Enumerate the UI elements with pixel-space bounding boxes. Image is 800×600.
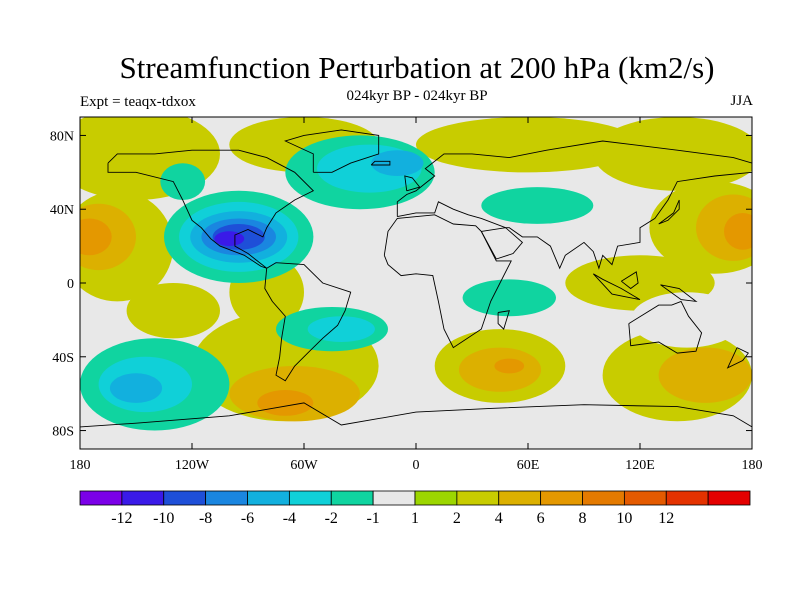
colorbar-swatch	[247, 490, 290, 506]
season-label: JJA	[730, 93, 753, 109]
coastline	[383, 214, 512, 349]
coastline	[404, 175, 421, 192]
colorbar: -12 -10 -8 -6 -4 -2 -1 1 2 4 6 8 10 12	[79, 490, 751, 527]
subtitle: 024kyr BP - 024kyr BP	[346, 88, 488, 104]
colorbar-swatch	[540, 490, 583, 506]
lon-tick-label: 180	[742, 458, 763, 473]
contour-region	[307, 316, 375, 342]
lon-tick-label: 0	[413, 458, 420, 473]
colorbar-swatch	[79, 490, 123, 506]
colorbar-swatch	[414, 490, 458, 506]
lat-tick-label: 40N	[50, 203, 74, 218]
coastline	[592, 273, 641, 301]
colorbar-swatch	[498, 490, 542, 506]
coastline	[107, 149, 315, 269]
colorbar-label: 6	[537, 510, 545, 527]
colorbar-swatch	[288, 490, 332, 506]
contour-region	[593, 117, 752, 191]
coastline	[660, 284, 698, 303]
colorbar-swatch	[372, 490, 416, 506]
experiment-label: Expt = teaqx-tdxox	[80, 94, 196, 110]
contour-region	[494, 358, 525, 374]
page-title: Streamfunction Perturbation at 200 hPa (…	[119, 50, 715, 85]
contour-region	[126, 283, 220, 339]
colorbar-label: -4	[283, 510, 296, 527]
coastline	[621, 271, 639, 290]
lon-tick-label: 120W	[175, 458, 210, 473]
colorbar-label: 8	[579, 510, 587, 527]
colorbar-label: -6	[241, 510, 254, 527]
coastline	[480, 227, 524, 260]
coastline	[658, 199, 680, 225]
colorbar-swatch	[163, 490, 207, 506]
colorbar-label: -1	[366, 510, 379, 527]
lat-tick-label: 80S	[52, 425, 74, 440]
colorbar-label: 1	[411, 510, 419, 527]
lon-tick-label: 60E	[517, 458, 540, 473]
coastline	[80, 402, 752, 428]
coastline	[396, 140, 752, 270]
coastline	[370, 160, 391, 166]
coastlines	[80, 129, 752, 428]
contour-region	[214, 231, 245, 247]
contour-region	[80, 218, 112, 256]
contour-region	[371, 150, 424, 177]
colorbar-label: -12	[111, 510, 132, 527]
lat-tick-label: 40S	[52, 351, 74, 366]
coastline	[284, 129, 380, 173]
coastline	[726, 347, 749, 369]
coastline	[628, 300, 703, 354]
contour-region	[658, 347, 752, 403]
colorbar-swatch	[582, 490, 625, 506]
colorbar-swatch	[121, 490, 165, 506]
contour-region	[462, 279, 556, 317]
contour-region	[630, 292, 743, 348]
contour-region	[257, 390, 314, 416]
lon-tick-label: 60W	[290, 458, 318, 473]
axis-ticks: 80N 40N 0 40S 80S 180 120W 60W 0 60E 120E 180	[50, 117, 763, 473]
colorbar-swatch	[665, 490, 709, 506]
lon-tick-label: 180	[70, 458, 91, 473]
colorbar-swatch	[330, 490, 374, 506]
colorbar-label: -8	[199, 510, 212, 527]
lon-tick-label: 120E	[625, 458, 655, 473]
colorbar-label: 12	[658, 510, 674, 527]
lat-tick-label: 0	[67, 277, 74, 292]
colorbar-swatch	[205, 490, 248, 506]
colorbar-label: 10	[616, 510, 632, 527]
contour-blobs	[80, 117, 752, 431]
colorbar-label: -2	[325, 510, 338, 527]
contour-region	[160, 163, 206, 201]
colorbar-label: 2	[453, 510, 461, 527]
colorbar-label: 4	[495, 510, 503, 527]
colorbar-label: -10	[153, 510, 174, 527]
colorbar-swatch	[456, 490, 500, 506]
contour-region	[724, 213, 752, 250]
colorbar-swatch	[707, 490, 751, 506]
lat-tick-label: 80N	[50, 129, 74, 144]
colorbar-swatch	[623, 490, 667, 506]
contour-region	[481, 187, 594, 224]
contour-region	[109, 373, 163, 403]
coastline	[497, 310, 510, 330]
contour-region	[416, 117, 640, 173]
contour-field	[80, 117, 752, 449]
coastline	[264, 262, 352, 382]
